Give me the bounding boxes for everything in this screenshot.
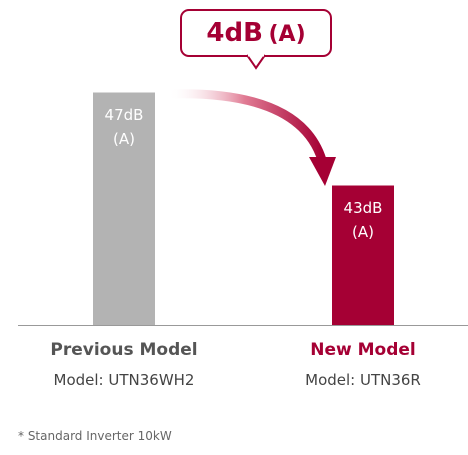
category-label: New Model <box>310 340 416 360</box>
category-label: Previous Model <box>50 340 198 360</box>
model-label: Model: UTN36WH2 <box>53 371 195 389</box>
drop-arrow <box>167 89 327 162</box>
callout-unit: (A) <box>268 22 306 47</box>
model-label: Model: UTN36R <box>305 371 421 389</box>
callout-text: 4dB (A) <box>181 14 331 55</box>
value-label: 47dB (A) <box>104 105 144 148</box>
bar <box>332 185 394 325</box>
drop-arrow-head <box>309 157 336 186</box>
callout-value: 4dB <box>206 18 263 48</box>
footnote: * Standard Inverter 10kW <box>18 429 172 443</box>
bar <box>93 92 155 325</box>
value-label: 43dB (A) <box>343 198 383 241</box>
callout-pointer <box>246 54 266 70</box>
